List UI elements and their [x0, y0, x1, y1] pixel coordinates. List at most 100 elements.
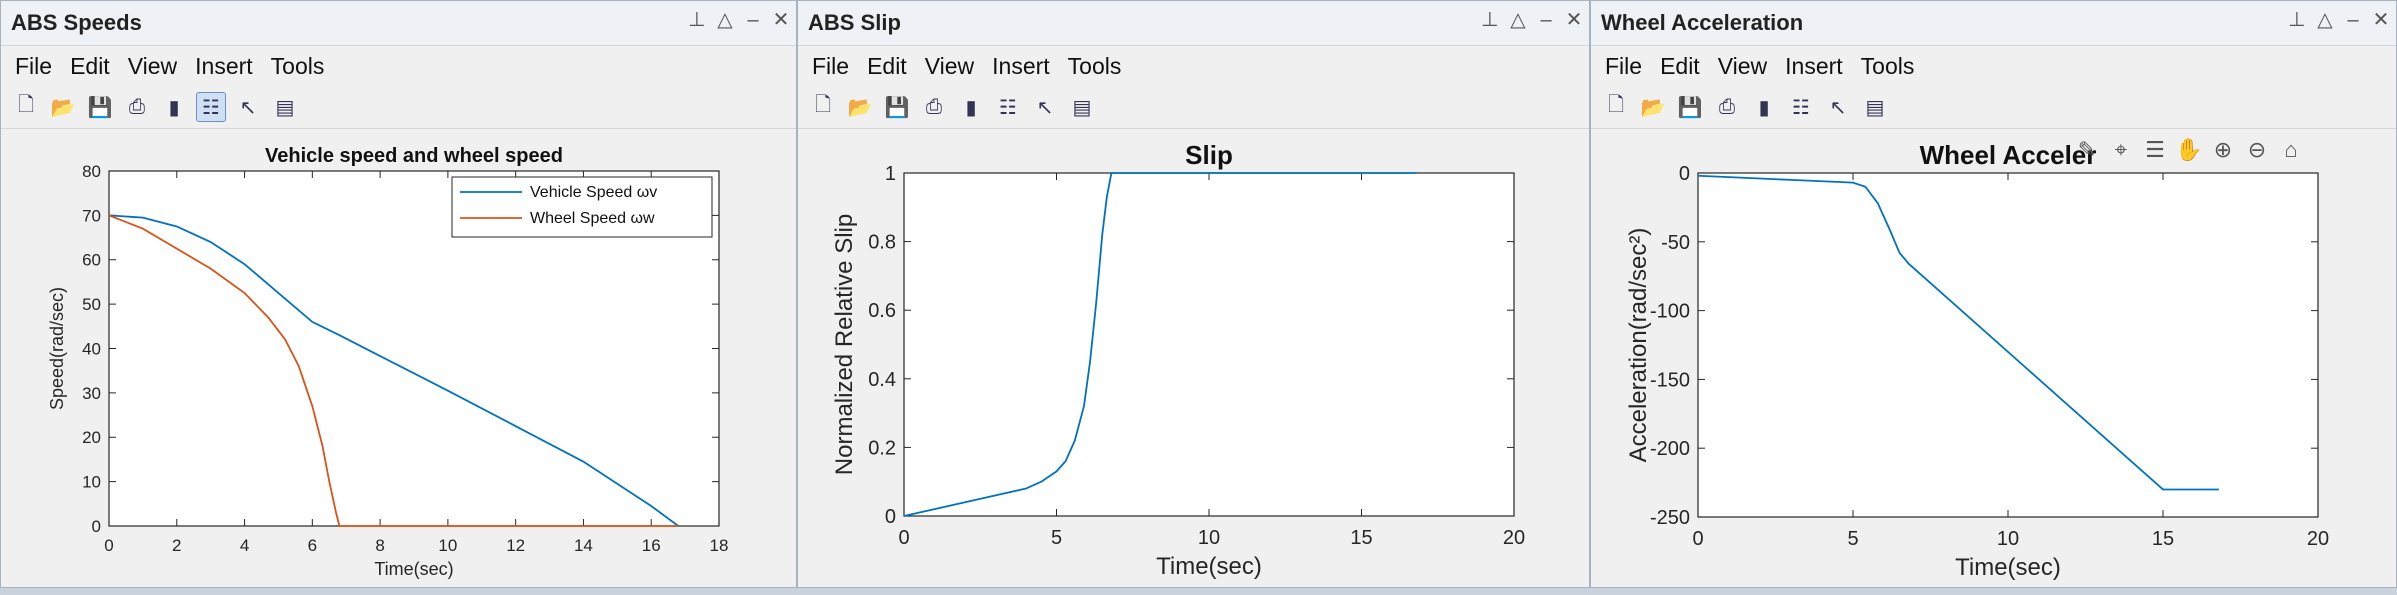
menu-tools[interactable]: Tools — [270, 52, 325, 79]
undock-icon[interactable]: △ — [1510, 9, 1526, 31]
y-axis-label: Acceleration(rad/sec²) — [1625, 228, 1652, 463]
save-icon[interactable]: 💾 — [1677, 96, 1703, 119]
data-cursor-icon[interactable]: ⌖ — [2114, 137, 2128, 162]
property-inspector-icon[interactable]: ▤ — [1072, 96, 1092, 119]
zoom-in-icon[interactable]: ⊕ — [2213, 137, 2233, 162]
y-tick-label: 0 — [1679, 163, 1690, 185]
pan-icon[interactable]: ✋ — [2175, 137, 2203, 162]
open-icon[interactable]: 📂 — [50, 96, 76, 119]
colorbar-icon[interactable]: ▮ — [965, 96, 977, 119]
axes-area: 0 2 4 6 8 10 12 14 16 18 0 10 20 30 40 50 60 70 80 Vehicle … — [1, 129, 796, 587]
open-icon[interactable]: 📂 — [1640, 96, 1666, 119]
legend-icon[interactable]: ☷ — [1792, 96, 1810, 119]
axes-toolbar: ✎ ⌖ ☰ ✋ ⊕ ⊖ ⌂ — [2073, 137, 2305, 163]
x-tick-label: 5 — [1847, 528, 1858, 550]
menu-edit[interactable]: Edit — [1660, 52, 1700, 79]
y-tick-label: 80 — [82, 162, 101, 181]
open-icon[interactable]: 📂 — [847, 96, 873, 119]
x-tick-label: 10 — [1997, 528, 2019, 550]
menu-view[interactable]: View — [1717, 52, 1768, 79]
x-tick-label: 15 — [2152, 528, 2174, 550]
window-title: ABS Slip — [808, 10, 901, 35]
undock-icon[interactable]: △ — [717, 9, 733, 31]
chart-title: Vehicle speed and wheel speed — [265, 145, 563, 167]
title-bar[interactable]: Wheel Acceleration ⊥ △ – ✕ — [1591, 1, 2396, 46]
menu-insert[interactable]: Insert — [1785, 52, 1843, 79]
y-tick-label: 10 — [82, 473, 101, 492]
plot-area — [1697, 172, 2319, 518]
close-icon[interactable]: ✕ — [772, 9, 790, 31]
x-tick-label: 10 — [438, 536, 457, 555]
y-tick-label: -50 — [1661, 232, 1690, 254]
slip-chart[interactable]: 0 5 10 15 20 0 0.2 0.4 0.6 0.8 1 Slip Time(sec) Norma… — [798, 129, 1590, 588]
brush-icon[interactable]: ✎ — [2077, 137, 2097, 162]
close-icon[interactable]: ✕ — [1565, 9, 1583, 31]
window-title: Wheel Acceleration — [1601, 10, 1804, 35]
x-tick-label: 20 — [1503, 527, 1525, 549]
series-line-0 — [1697, 174, 2219, 491]
figure-toolbar: 🗋 📂 💾 ⎙ ▮ ☷ ↖ ▤ — [1591, 86, 2396, 129]
series-line-0 — [903, 172, 1417, 517]
x-axis-label: Time(sec) — [1156, 553, 1262, 580]
menu-file[interactable]: File — [812, 52, 850, 79]
y-tick-label: -100 — [1650, 301, 1690, 323]
menu-tools[interactable]: Tools — [1067, 52, 1122, 79]
home-icon[interactable]: ⌂ — [2284, 137, 2298, 162]
save-icon[interactable]: 💾 — [87, 96, 113, 119]
zoom-out-icon[interactable]: ⊖ — [2247, 137, 2267, 162]
print-icon[interactable]: ⎙ — [926, 95, 942, 118]
colorbar-icon[interactable]: ▮ — [168, 96, 180, 119]
menu-file[interactable]: File — [1605, 52, 1643, 79]
new-figure-icon[interactable]: 🗋 — [17, 94, 35, 116]
axes-area: 0 5 10 15 20 0 0.2 0.4 0.6 0.8 1 Slip Time(sec) Norma… — [798, 129, 1589, 587]
menu-view[interactable]: View — [127, 52, 178, 79]
x-tick-label: 8 — [375, 536, 384, 555]
menu-file[interactable]: File — [15, 52, 53, 79]
menu-insert[interactable]: Insert — [992, 52, 1050, 79]
pointer-icon[interactable]: ↖ — [1036, 96, 1054, 119]
colorbar-icon[interactable]: ▮ — [1758, 96, 1770, 119]
new-figure-icon[interactable]: 🗋 — [814, 94, 832, 116]
menu-edit[interactable]: Edit — [70, 52, 110, 79]
legend-toggle-icon[interactable]: ☰ — [2145, 137, 2165, 162]
y-axis-label: Normalized Relative Slip — [831, 214, 858, 475]
new-figure-icon[interactable]: 🗋 — [1607, 94, 1625, 116]
x-axis-label: Time(sec) — [374, 559, 453, 579]
pointer-icon[interactable]: ↖ — [1829, 96, 1847, 119]
property-inspector-icon[interactable]: ▤ — [275, 96, 295, 119]
save-icon[interactable]: 💾 — [884, 96, 910, 119]
legend-icon[interactable]: ☷ — [999, 96, 1017, 119]
property-inspector-icon[interactable]: ▤ — [1865, 96, 1885, 119]
minimize-icon[interactable]: – — [747, 9, 759, 31]
menu-bar: File Edit View Insert Tools — [1591, 46, 2396, 86]
x-tick-label: 0 — [898, 527, 909, 549]
window-controls: ⊥ △ – ✕ — [688, 9, 790, 31]
pin-icon[interactable]: ⊥ — [688, 9, 706, 31]
menu-view[interactable]: View — [924, 52, 975, 79]
pin-icon[interactable]: ⊥ — [1481, 9, 1499, 31]
minimize-icon[interactable]: – — [2347, 9, 2359, 31]
acceleration-chart[interactable]: 0 5 10 15 20 0 -50 -100 -150 -200 -250 Wheel Accele… — [1591, 129, 2397, 588]
print-icon[interactable]: ⎙ — [1719, 95, 1735, 118]
menu-tools[interactable]: Tools — [1860, 52, 1915, 79]
window-controls: ⊥ △ – ✕ — [1481, 9, 1583, 31]
title-bar[interactable]: ABS Speeds ⊥ △ – ✕ — [1, 1, 796, 46]
legend-icon[interactable]: ☷ — [196, 92, 226, 122]
menu-insert[interactable]: Insert — [195, 52, 253, 79]
print-icon[interactable]: ⎙ — [129, 95, 145, 118]
y-tick-label: 0 — [92, 517, 101, 536]
minimize-icon[interactable]: – — [1540, 9, 1552, 31]
menu-edit[interactable]: Edit — [867, 52, 907, 79]
window-abs-slip: ABS Slip ⊥ △ – ✕ File Edit View Insert T… — [797, 0, 1590, 588]
figure-toolbar: 🗋 📂 💾 ⎙ ▮ ☷ ↖ ▤ — [798, 86, 1589, 129]
y-axis-label: Speed(rad/sec) — [47, 287, 67, 410]
close-icon[interactable]: ✕ — [2372, 9, 2390, 31]
window-title: ABS Speeds — [11, 10, 142, 35]
pointer-icon[interactable]: ↖ — [239, 96, 257, 119]
pin-icon[interactable]: ⊥ — [2288, 9, 2306, 31]
undock-icon[interactable]: △ — [2317, 9, 2333, 31]
title-bar[interactable]: ABS Slip ⊥ △ – ✕ — [798, 1, 1589, 46]
x-tick-label: 5 — [1051, 527, 1062, 549]
speed-chart[interactable]: 0 2 4 6 8 10 12 14 16 18 0 10 20 30 40 50 60 70 80 Vehicle … — [1, 129, 797, 588]
x-tick-label: 0 — [104, 536, 113, 555]
